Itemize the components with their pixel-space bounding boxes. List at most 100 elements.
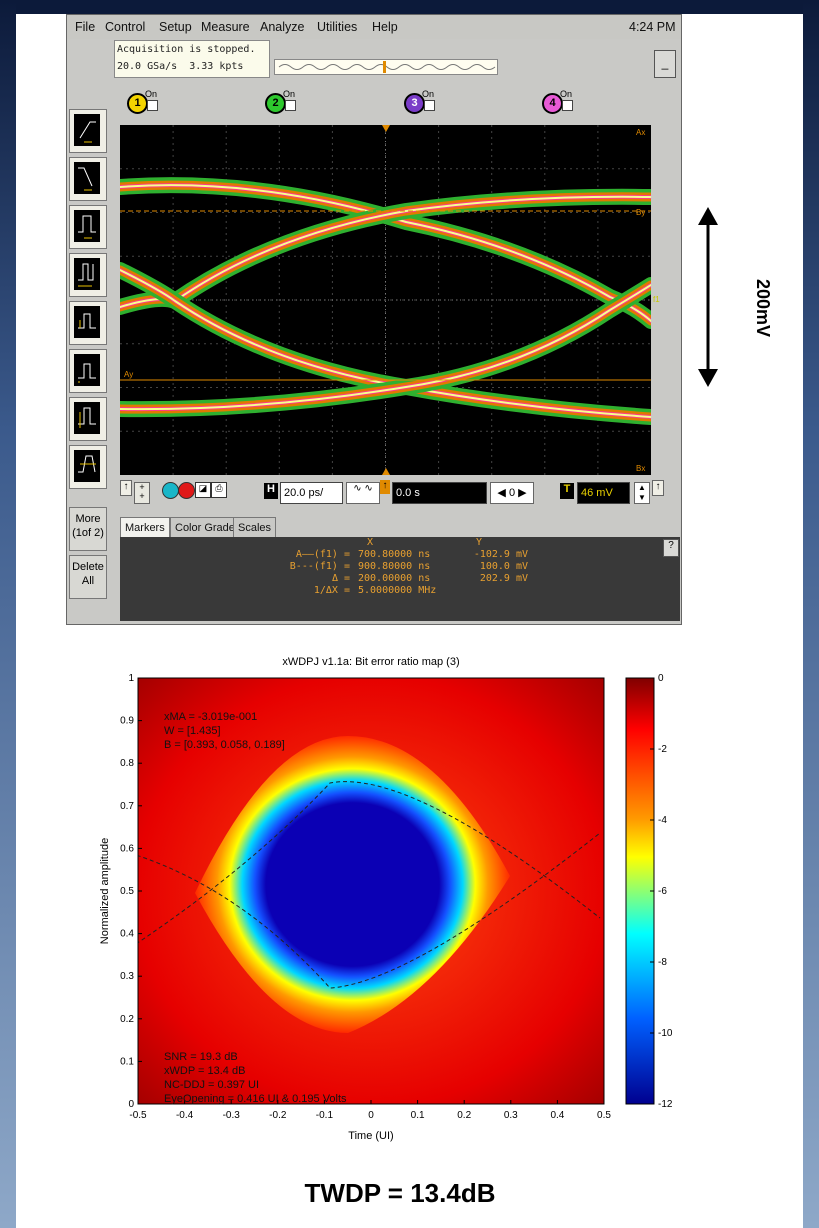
edge-fall-icon: [74, 162, 100, 194]
marker-bx-label: Bx: [636, 464, 645, 473]
tab-color-grade[interactable]: Color Grade: [170, 517, 240, 539]
colorbar-tick-label: -12: [658, 1099, 673, 1110]
setup-hold-tool[interactable]: [69, 397, 107, 441]
edge-rise-icon: [74, 114, 100, 146]
channel-4-checkbox[interactable]: [562, 100, 573, 111]
period-tool[interactable]: [69, 253, 107, 297]
arrow-up-icon[interactable]: ↑: [120, 480, 132, 496]
channel-3-on-label: On: [422, 89, 435, 99]
glitch-icon: [74, 306, 100, 338]
x-tick-label: -0.5: [129, 1110, 147, 1121]
control-bar: ↑ + + ◪ ⎙ H 20.0 ps/ ∿ ∿ ↑ 0.0 s ◀ 0 ▶ T …: [114, 478, 674, 510]
delete-all-button[interactable]: Delete All: [69, 555, 107, 599]
x-tick-label: 0.5: [597, 1110, 611, 1121]
run-icon[interactable]: [162, 482, 179, 499]
y-tick-label: 1: [128, 673, 134, 684]
marker-delta-y: 202.9 mV: [479, 573, 528, 584]
x-tick-label: -0.4: [176, 1110, 194, 1121]
colorbar-tick-label: -6: [658, 886, 667, 897]
x-tick-label: 0.2: [457, 1110, 471, 1121]
trigger-level-field[interactable]: 46 mV: [577, 482, 630, 504]
trigger-icon: T: [560, 483, 574, 499]
channel-4-toggle[interactable]: 4 On: [542, 89, 602, 115]
marker-inverse-x: 5.0000000 MHz: [358, 585, 437, 596]
background-top: [0, 0, 819, 14]
tab-scales[interactable]: Scales: [233, 517, 277, 539]
edge-rise-tool[interactable]: [69, 109, 107, 153]
overview-wave: [278, 61, 496, 73]
marker-b-y: 100.0 mV: [479, 561, 528, 572]
stat-nc-ddj: NC-DDJ = 0.397 UI: [164, 1079, 259, 1091]
menu-help[interactable]: Help: [372, 20, 398, 34]
grid-step-icon[interactable]: + +: [134, 482, 150, 504]
edge-fall-tool[interactable]: [69, 157, 107, 201]
position-stepper[interactable]: ◀ 0 ▶: [490, 482, 534, 504]
channel-3-toggle[interactable]: 3 On: [404, 89, 464, 115]
channel-1-toggle[interactable]: 1 On: [127, 89, 187, 115]
background-left: [0, 0, 16, 1228]
colorbar-ticks: 0 -2 -4 -6 -8 -10 -12: [650, 673, 673, 1110]
stat-xwdp: xWDP = 13.4 dB: [164, 1065, 245, 1077]
horizontal-icon: H: [264, 483, 278, 499]
channel-2-checkbox[interactable]: [285, 100, 296, 111]
horizontal-scale-field[interactable]: 20.0 ps/: [280, 482, 343, 504]
ber-ylabel: Normalized amplitude: [99, 838, 111, 944]
stop-icon[interactable]: [178, 482, 195, 499]
y-tick-label: 0.6: [120, 843, 134, 854]
twdp-caption: TWDP = 13.4dB: [304, 1178, 496, 1208]
glitch-tool[interactable]: [69, 301, 107, 345]
colorbar-tick-label: 0: [658, 673, 664, 684]
horizontal-position-field[interactable]: 0.0 s: [392, 482, 487, 504]
channel-4-on-label: On: [560, 89, 573, 99]
channel-1-checkbox[interactable]: [147, 100, 158, 111]
period-icon: [74, 258, 100, 290]
waveform-overview[interactable]: [274, 59, 498, 75]
f1-ground-label: f1: [653, 295, 660, 304]
single-icon[interactable]: ◪: [195, 482, 211, 498]
print-icon[interactable]: ⎙: [211, 482, 227, 498]
more-label: More (1of 2): [72, 513, 104, 539]
tab-markers[interactable]: Markers: [120, 517, 170, 539]
runt-tool[interactable]: [69, 349, 107, 393]
trigger-level-stepper[interactable]: ▲ ▼: [634, 482, 650, 504]
ber-x-ticks: -0.5 -0.4 -0.3 -0.2 -0.1 0 0.1 0.2 0.3 0.4 0.5: [129, 1100, 611, 1121]
menu-control[interactable]: Control: [105, 20, 146, 34]
help-button[interactable]: ?: [663, 539, 679, 557]
menu-utilities[interactable]: Utilities: [317, 20, 358, 34]
waveform-display[interactable]: Ax By Ay Bx: [112, 125, 659, 475]
pulse-width-tool[interactable]: [69, 205, 107, 249]
markers-panel: X Y A——(f1) = 700.80000 ns -102.9 mV B--…: [120, 537, 680, 621]
marker-ax-label: Ax: [636, 128, 645, 137]
menu-setup[interactable]: Setup: [159, 20, 192, 34]
more-button[interactable]: More (1of 2): [69, 507, 107, 551]
trigger-up-icon[interactable]: ↑: [652, 480, 664, 496]
oscilloscope-window: File Control Setup Measure Analyze Utili…: [66, 14, 682, 625]
marker-a-y: -102.9 mV: [473, 549, 528, 560]
markers-col-x: X: [367, 537, 374, 548]
colorbar-tick-label: -10: [658, 1028, 673, 1039]
y-tick-label: 0: [128, 1099, 134, 1110]
menu-measure[interactable]: Measure: [201, 20, 250, 34]
marker-b-label: B---(f1) =: [289, 561, 350, 572]
y-tick-label: 0.9: [120, 716, 134, 727]
transition-tool[interactable]: [69, 445, 107, 489]
acquisition-state: Acquisition is stopped.: [117, 44, 256, 55]
eye-traces: [112, 177, 659, 425]
y-tick-label: 0.8: [120, 758, 134, 769]
tab-bar: Markers Color Grade Scales: [120, 517, 680, 539]
colorbar-tick-label: -2: [658, 744, 667, 755]
channel-3-checkbox[interactable]: [424, 100, 435, 111]
channel-2-toggle[interactable]: 2 On: [265, 89, 325, 115]
menu-analyze[interactable]: Analyze: [260, 20, 305, 34]
eye-diagram: Ax By Ay Bx: [112, 125, 659, 475]
channel-1-on-label: On: [145, 89, 158, 99]
transition-icon: [74, 450, 100, 482]
menu-file[interactable]: File: [75, 20, 96, 34]
sample-rate: 20.0 GSa/s 3.33 kpts: [117, 61, 244, 72]
marker-a-label: A——(f1) =: [295, 549, 350, 560]
waveform-style-icon[interactable]: ∿ ∿: [346, 482, 380, 504]
minimize-button[interactable]: _: [654, 50, 676, 78]
stat-w: W = [1.435]: [164, 725, 221, 737]
menu-bar: File Control Setup Measure Analyze Utili…: [67, 15, 681, 39]
eye-trace: [119, 269, 652, 418]
